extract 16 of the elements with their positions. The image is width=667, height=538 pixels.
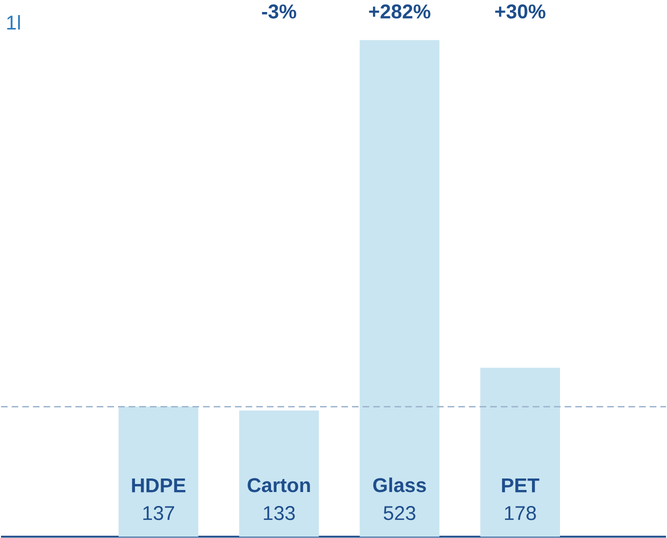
bar	[118, 406, 198, 537]
x-tick-label: PET	[502, 478, 540, 492]
text: +282%	[369, 4, 430, 19]
x-tick-label: Carton	[248, 478, 310, 492]
bar	[239, 410, 319, 537]
text: +30%	[495, 4, 546, 19]
data-label: 133	[264, 506, 295, 520]
x-tick-label: HDPE	[132, 478, 186, 492]
bar	[480, 368, 560, 537]
x-tick-label: Glass	[373, 478, 426, 492]
data-label: 137	[143, 506, 174, 520]
data-label: 523	[384, 506, 416, 520]
chart-title: 1l	[7, 15, 20, 30]
data-label: 178	[505, 506, 536, 520]
bar	[360, 40, 440, 537]
text: -3%	[262, 4, 296, 19]
